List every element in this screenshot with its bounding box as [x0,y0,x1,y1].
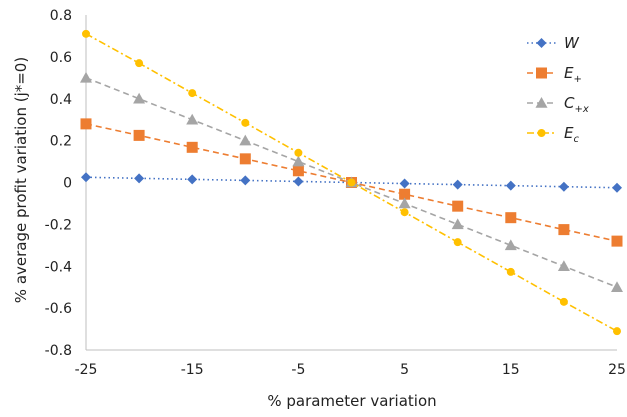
data-point [133,92,146,104]
data-point [505,180,516,191]
data-point [188,89,197,98]
x-tick-label: 25 [608,362,626,378]
data-point [186,141,198,153]
data-point [347,178,356,187]
x-tick-label: -25 [75,362,98,378]
y-tick-label: 0.4 [50,92,72,108]
data-point [558,224,570,236]
series-3 [82,29,621,336]
x-tick-label: 5 [400,362,409,378]
data-point [612,182,622,193]
data-point [80,71,92,83]
data-point [611,235,623,247]
data-point [239,134,252,146]
legend-swatch-marker [536,38,547,48]
y-tick-label: 0 [63,176,72,192]
data-point [82,29,90,38]
data-point [558,181,569,192]
data-point [241,118,250,127]
data-point [134,173,145,184]
data-point [186,113,199,125]
legend-item: Ec [527,124,579,145]
data-point [559,297,568,306]
data-point [399,178,410,189]
legend-label: Ec [564,124,579,145]
data-point [133,129,145,141]
data-point [81,172,91,183]
data-point [400,208,409,217]
x-tick-label: -15 [181,362,204,378]
data-point [613,327,621,336]
legend-swatch-marker [537,129,546,137]
y-tick-label: -0.6 [45,301,72,317]
data-point [292,165,304,177]
series-layer [80,29,623,336]
legend-label: E+ [564,64,582,85]
y-tick-label: 0.6 [50,50,72,66]
data-point [505,212,517,224]
data-point [294,148,303,157]
data-point [453,238,462,247]
data-point [557,260,570,272]
data-point [452,179,463,190]
legend: W E+ C+x Ec [527,34,589,145]
axes [85,15,617,351]
legend-item: E+ [527,64,582,85]
y-tick-label: -0.8 [45,343,72,359]
data-point [611,281,623,292]
legend-swatch-marker [535,97,548,108]
data-point [80,118,92,130]
tick-labels: -0.8 -0.6 -0.4 -0.2 0 0.2 0.4 0.6 0.8 -25 -15 -5 5 15… [45,8,626,378]
legend-item: W [527,34,580,52]
data-point [239,153,251,165]
legend-label: C+x [564,94,589,115]
data-point [452,200,464,212]
x-tick-label: 15 [502,362,520,378]
data-point [398,197,411,209]
y-axis-title: % average profit variation (j*=0) [12,57,30,303]
data-point [293,176,304,187]
x-tick-label: -5 [291,362,305,378]
y-tick-label: 0.2 [50,134,72,150]
data-point [240,175,251,186]
data-point [399,188,411,200]
y-tick-label: 0.8 [50,8,72,24]
data-point [504,239,517,251]
data-point [506,267,515,276]
data-point [292,155,305,167]
data-point [187,174,198,185]
legend-swatch-marker [536,67,547,79]
x-axis-title: % parameter variation [267,392,436,410]
y-tick-label: -0.4 [45,259,72,275]
data-point [135,59,144,68]
data-point [451,218,464,230]
y-tick-label: -0.2 [45,217,72,233]
legend-item: C+x [527,94,589,115]
legend-label: W [564,34,580,52]
